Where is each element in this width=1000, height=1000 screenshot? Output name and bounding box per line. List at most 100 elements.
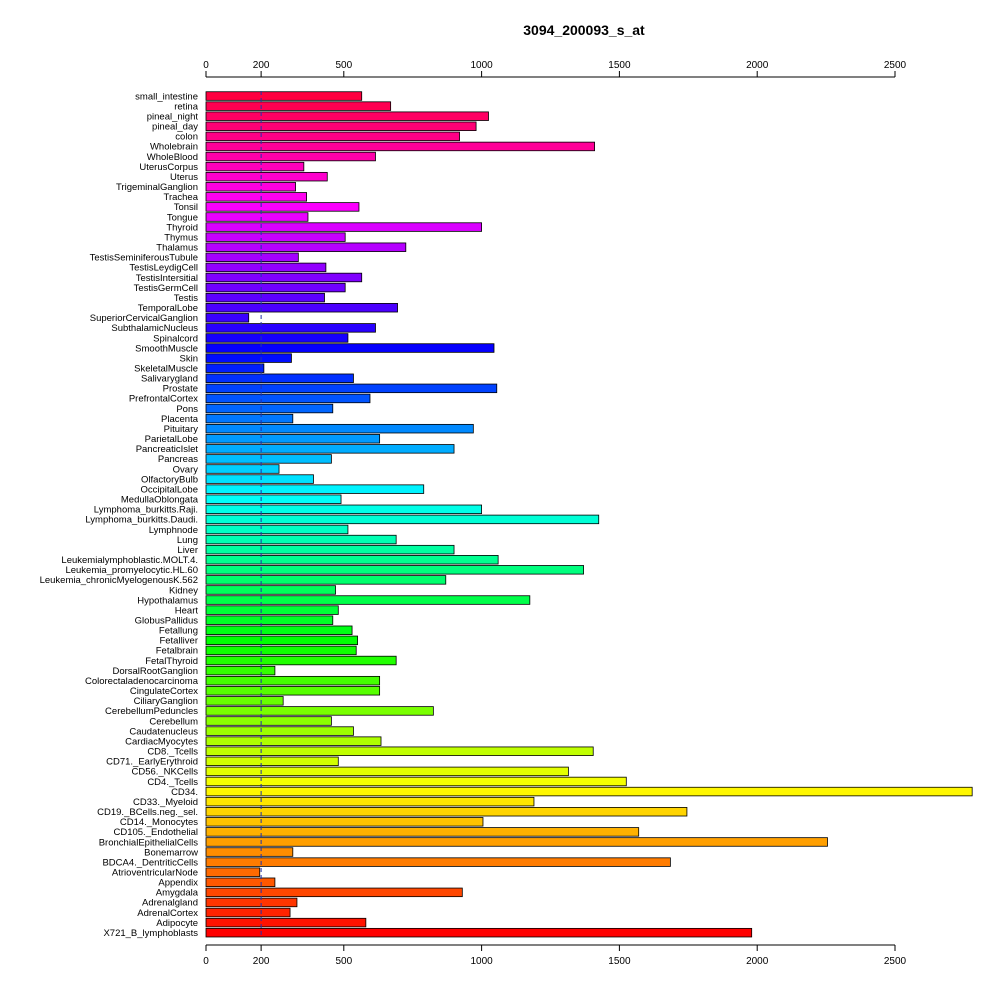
bar	[205, 202, 360, 212]
bar	[205, 736, 382, 746]
category-label: Lymphnode	[149, 525, 198, 536]
category-label: Lymphoma_burkitts.Daudi.	[85, 515, 198, 526]
bar	[205, 555, 499, 565]
bar	[205, 242, 407, 252]
category-label: retina	[174, 101, 198, 112]
bar	[205, 615, 334, 625]
bar	[205, 544, 455, 555]
bar	[205, 827, 640, 837]
category-label: TemporalLobe	[138, 303, 198, 314]
bar	[205, 595, 531, 605]
category-label: CardiacMyocytes	[125, 736, 198, 747]
category-label: Bonemarrow	[144, 847, 198, 858]
bar	[205, 807, 688, 817]
bar	[205, 101, 392, 111]
bar	[205, 645, 357, 656]
category-label: AtrioventricularNode	[112, 868, 198, 879]
category-labels-group: small_intestineretinapineal_nightpineal_…	[40, 91, 199, 939]
category-label: X721_B_lymphoblasts	[103, 928, 198, 939]
category-label: CD8._Tcells	[147, 747, 198, 758]
bar	[205, 675, 381, 686]
bar	[205, 161, 305, 172]
bar	[205, 877, 276, 887]
category-label: Amygdala	[156, 888, 199, 899]
bar	[205, 262, 327, 273]
bar	[205, 121, 477, 131]
bar	[205, 605, 339, 615]
category-label: PrefrontalCortex	[129, 394, 198, 405]
bar	[205, 534, 397, 545]
category-label: Pons	[176, 404, 198, 415]
category-label: Hypothalamus	[137, 595, 198, 606]
category-label: FetalThyroid	[145, 656, 198, 667]
category-label: CD14._Monocytes	[120, 817, 198, 828]
bar	[205, 151, 376, 162]
bar	[205, 817, 484, 827]
category-label: SmoothMuscle	[135, 343, 198, 354]
bar	[205, 323, 376, 333]
bar	[205, 776, 627, 787]
bar	[205, 222, 483, 232]
tick-label: 200	[253, 60, 270, 71]
category-label: CD105._Endothelial	[113, 827, 198, 838]
bar	[205, 665, 276, 676]
bar	[205, 524, 349, 535]
category-label: SubthalamicNucleus	[111, 323, 198, 334]
bar	[205, 514, 600, 525]
category-label: pineal_day	[152, 122, 198, 133]
category-label: Cerebellum	[149, 716, 198, 727]
category-label: TestisSeminiferousTubule	[90, 253, 198, 264]
category-label: Uterus	[170, 172, 198, 183]
category-label: TestisIntersitial	[136, 273, 198, 284]
bar	[205, 796, 535, 807]
bar	[205, 504, 483, 515]
bar	[205, 272, 363, 283]
category-label: Fetalliver	[159, 636, 198, 647]
bar	[205, 756, 339, 767]
bar	[205, 575, 447, 585]
category-label: CerebellumPeduncles	[105, 706, 198, 717]
category-label: Lung	[177, 535, 198, 546]
bar	[205, 585, 336, 595]
category-label: MedullaOblongata	[121, 495, 199, 506]
bar	[205, 857, 671, 867]
bar	[205, 111, 489, 121]
category-label: SuperiorCervicalGanglion	[90, 313, 198, 324]
category-label: Fetalbrain	[156, 646, 198, 657]
category-label: AdrenalCortex	[137, 908, 198, 919]
category-label: GlobusPallidus	[135, 616, 199, 627]
category-label: TestisGermCell	[134, 283, 198, 294]
bar	[205, 686, 381, 696]
category-label: ParietalLobe	[145, 434, 198, 445]
category-label: Thyroid	[166, 222, 198, 233]
bar	[205, 343, 495, 353]
bar	[205, 192, 307, 202]
category-label: Trachea	[164, 192, 199, 203]
category-label: TrigeminalGanglion	[116, 182, 198, 193]
category-label: Adrenalgland	[142, 898, 198, 909]
category-label: Testis	[174, 293, 199, 304]
category-label: Leukemia_promyelocytic.HL.60	[65, 565, 198, 576]
bar	[205, 474, 314, 484]
bar	[205, 847, 294, 857]
category-label: CD19._BCells.neg._sel.	[97, 807, 198, 818]
category-label: Spinalcord	[153, 333, 198, 344]
bar	[205, 303, 398, 313]
bar	[205, 726, 354, 736]
bar	[205, 786, 973, 797]
bar	[205, 232, 346, 242]
tick-label: 0	[203, 956, 209, 967]
tick-label: 1000	[470, 956, 493, 967]
category-label: TestisLeydigCell	[129, 263, 198, 274]
category-label: Lymphoma_burkitts.Raji.	[94, 505, 198, 516]
category-label: CD4._Tcells	[147, 777, 198, 788]
chart-title: 3094_200093_s_at	[523, 22, 645, 38]
tick-label: 1000	[470, 60, 493, 71]
bar	[205, 434, 381, 444]
tick-label: 200	[253, 956, 270, 967]
bar	[205, 313, 250, 323]
bar	[205, 252, 299, 263]
category-label: CD34.	[171, 787, 198, 798]
bar	[205, 423, 474, 434]
